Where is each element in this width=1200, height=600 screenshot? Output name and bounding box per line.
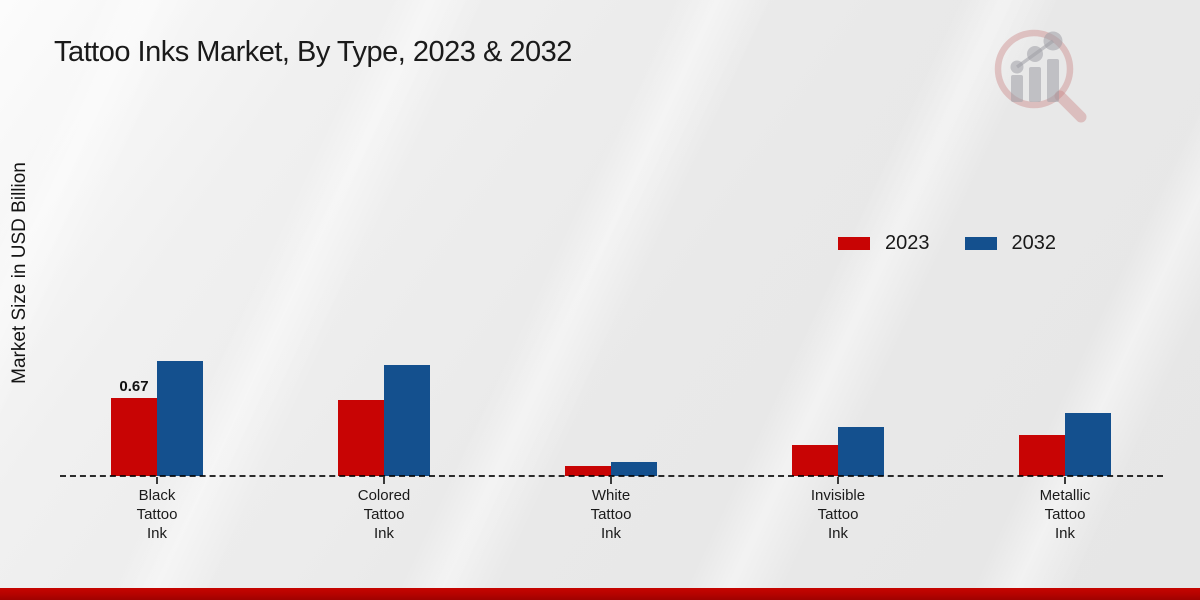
chart-title: Tattoo Inks Market, By Type, 2023 & 2032 bbox=[54, 36, 572, 68]
bar-2023-colored-tattoo-ink bbox=[338, 400, 384, 476]
axis-tick bbox=[383, 477, 385, 484]
bar-2032-black-tattoo-ink bbox=[157, 361, 203, 476]
category-label-black-tattoo-ink: Black Tattoo Ink bbox=[136, 487, 178, 542]
legend-swatch-2023 bbox=[838, 236, 870, 250]
brand-watermark-magnifier-chart-icon bbox=[994, 29, 1087, 123]
bar-2032-white-tattoo-ink bbox=[611, 462, 657, 476]
category-label-invisible-tattoo-ink: Invisible Tattoo Ink bbox=[810, 487, 866, 542]
baseline-dashed bbox=[60, 475, 1163, 477]
bar-2023-black-tattoo-ink bbox=[111, 398, 157, 476]
legend-label: 2032 bbox=[1011, 232, 1057, 254]
axis-tick bbox=[1064, 477, 1066, 484]
legend-swatch-2032 bbox=[964, 236, 997, 250]
bar-2023-invisible-tattoo-ink bbox=[792, 445, 838, 476]
bar-2023-white-tattoo-ink bbox=[565, 466, 611, 476]
axis-tick bbox=[837, 477, 839, 484]
data-label-2023-black-tattoo-ink: 0.67 bbox=[119, 378, 149, 395]
y-axis-label: Market Size in USD Billion bbox=[9, 162, 30, 384]
bar-2032-metallic-tattoo-ink bbox=[1065, 413, 1111, 476]
bar-2023-metallic-tattoo-ink bbox=[1019, 435, 1065, 476]
bar-2032-colored-tattoo-ink bbox=[384, 365, 430, 476]
footer-red-bar bbox=[0, 588, 1200, 600]
legend-item-2023: 2023 bbox=[838, 233, 930, 253]
category-label-metallic-tattoo-ink: Metallic Tattoo Ink bbox=[1039, 487, 1091, 542]
legend: 2023 2032 bbox=[838, 233, 1056, 253]
category-label-colored-tattoo-ink: Colored Tattoo Ink bbox=[357, 487, 411, 542]
legend-label: 2023 bbox=[885, 232, 930, 254]
legend-item-2032: 2032 bbox=[964, 232, 1057, 254]
category-label-white-tattoo-ink: White Tattoo Ink bbox=[590, 487, 632, 542]
axis-tick bbox=[610, 477, 612, 484]
bar-2032-invisible-tattoo-ink bbox=[838, 427, 884, 476]
axis-tick bbox=[156, 477, 158, 484]
